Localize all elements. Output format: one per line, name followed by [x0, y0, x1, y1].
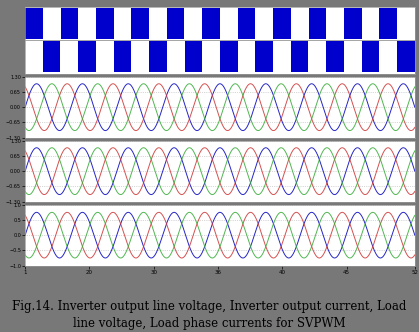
Text: Fig.14. Inverter output line voltage, Inverter output current, Load
line voltage: Fig.14. Inverter output line voltage, In…	[12, 300, 407, 330]
